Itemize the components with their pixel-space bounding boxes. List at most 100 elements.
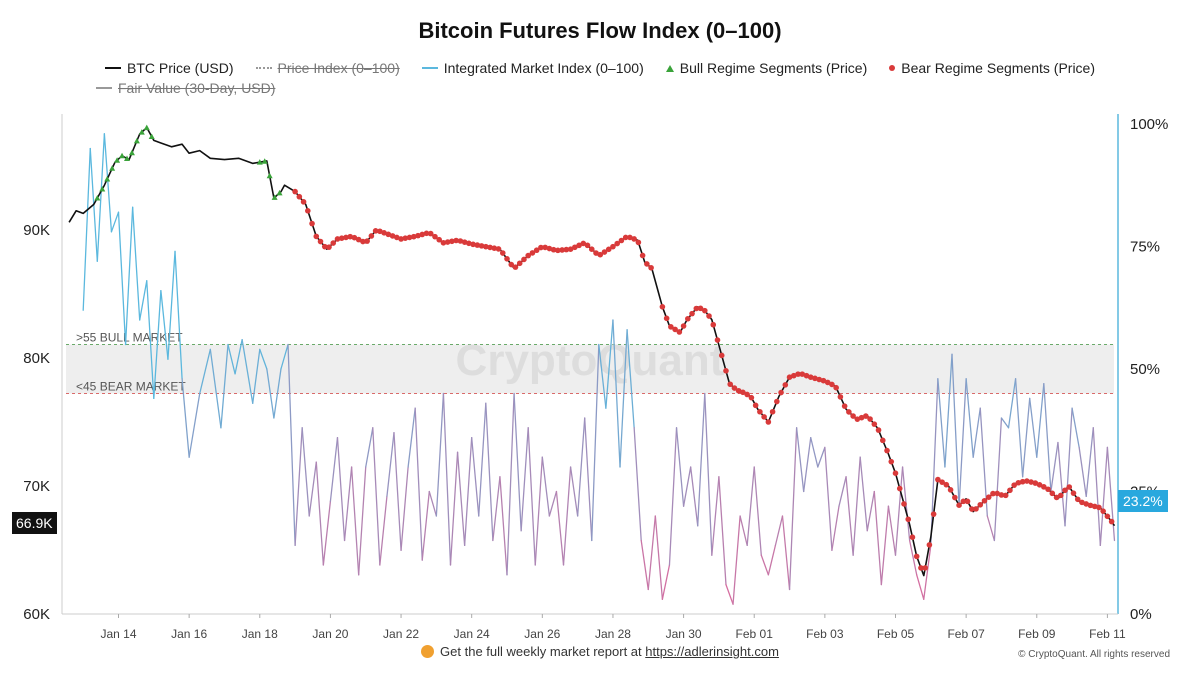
legend-item-0[interactable]: BTC Price (USD) xyxy=(104,60,234,76)
footer-link[interactable]: https://adlerinsight.com xyxy=(645,644,779,659)
bear-regime-marker xyxy=(457,238,464,244)
index-line-segment xyxy=(153,289,162,400)
bear-regime-marker xyxy=(689,310,695,317)
right-tick-label: 50% xyxy=(1130,361,1160,378)
index-line-segment xyxy=(640,539,649,591)
bear-regime-marker xyxy=(555,247,561,254)
bear-regime-marker xyxy=(330,240,337,246)
index-line-segment xyxy=(654,515,664,600)
bear-regime-marker xyxy=(727,381,734,388)
x-tick-label: Feb 07 xyxy=(947,627,985,641)
bear-regime-marker xyxy=(1100,508,1106,514)
index-line-segment xyxy=(428,490,438,517)
bull-regime-marker xyxy=(123,155,130,161)
bear-regime-marker xyxy=(1028,479,1034,485)
x-tick-label: Jan 16 xyxy=(171,627,207,641)
index-line-segment xyxy=(555,490,565,566)
bear-regime-marker xyxy=(631,236,637,242)
bear-regime-marker xyxy=(748,394,755,401)
index-line-segment xyxy=(117,211,127,346)
bear-regime-marker xyxy=(605,246,612,253)
index-line-segment xyxy=(605,319,614,409)
index-line-segment xyxy=(859,456,868,532)
bear-regime-marker xyxy=(680,323,687,329)
index-line-segment xyxy=(894,466,904,556)
bear-regime-marker xyxy=(635,239,642,246)
bear-regime-marker xyxy=(499,250,506,256)
x-tick-label: Jan 20 xyxy=(312,627,348,641)
bear-regime-marker xyxy=(622,234,629,241)
index-line-segment xyxy=(1064,407,1073,527)
bear-regime-marker xyxy=(1049,490,1056,497)
index-line-segment xyxy=(234,338,243,375)
bear-regime-marker xyxy=(305,208,311,214)
x-tick-label: Feb 05 xyxy=(877,627,915,641)
bear-regime-marker xyxy=(1083,501,1090,507)
coin-icon xyxy=(421,645,435,658)
bear-regime-marker xyxy=(752,402,759,409)
bull-regime-marker xyxy=(276,189,283,196)
index-line-segment xyxy=(110,211,120,233)
bear-regime-marker xyxy=(884,447,890,454)
index-line-segment xyxy=(852,456,861,556)
index-line-segment xyxy=(781,515,791,591)
bear-regime-marker xyxy=(321,243,328,250)
bear-regime-marker xyxy=(998,492,1005,498)
index-line-segment xyxy=(930,378,939,547)
index-line-segment xyxy=(682,466,692,507)
bear-regime-marker xyxy=(1002,492,1009,499)
bear-regime-marker xyxy=(977,501,984,508)
bear-regime-marker xyxy=(871,421,878,427)
index-line-segment xyxy=(520,427,529,532)
bear-regime-marker xyxy=(377,228,383,235)
index-line-segment xyxy=(259,348,268,370)
bear-regime-marker xyxy=(576,242,582,249)
bear-regime-marker xyxy=(529,250,536,256)
index-line-segment xyxy=(414,407,423,561)
bear-regime-marker xyxy=(714,337,721,343)
index-line-segment xyxy=(541,456,551,517)
bear-regime-marker xyxy=(542,244,548,251)
legend-item-1[interactable]: Price Index (0–100) xyxy=(255,60,400,76)
bull-regime-marker xyxy=(119,152,126,159)
bear-regime-marker xyxy=(1066,484,1073,490)
bear-regime-marker xyxy=(415,232,421,239)
bear-regime-marker xyxy=(926,542,933,548)
bear-regime-marker xyxy=(648,264,654,271)
bull-regime-marker xyxy=(271,194,278,200)
bear-regime-marker xyxy=(474,242,481,248)
index-line-segment xyxy=(463,436,473,547)
bear-regime-marker xyxy=(521,256,527,263)
bear-regime-marker xyxy=(402,235,409,241)
left-tick-label: 60K xyxy=(23,606,50,623)
bear-regime-marker xyxy=(858,414,865,421)
bear-regime-marker xyxy=(436,236,442,243)
bear-regime-marker xyxy=(313,233,320,240)
index-line-segment xyxy=(993,417,1003,542)
index-line-segment xyxy=(1043,383,1052,493)
legend-item-2[interactable]: Integrated Market Index (0–100) xyxy=(421,60,644,76)
index-line-segment xyxy=(1007,378,1017,429)
index-line-segment xyxy=(548,490,558,517)
bear-regime-marker xyxy=(508,261,515,268)
bear-regime-marker xyxy=(639,252,646,259)
index-line-segment xyxy=(1099,446,1109,547)
index-line-segment xyxy=(916,574,925,600)
index-line-segment xyxy=(647,515,656,591)
left-tick-label: 80K xyxy=(23,350,50,367)
index-line-segment xyxy=(513,392,522,532)
bear-regime-marker xyxy=(546,245,553,252)
bear-regime-marker xyxy=(735,387,742,394)
index-line-segment xyxy=(1092,427,1101,547)
legend-item-4[interactable]: Bear Regime Segments (Price) xyxy=(889,60,1095,76)
legend-item-3[interactable]: Bull Regime Segments (Price) xyxy=(665,60,867,76)
bear-regime-marker xyxy=(567,246,574,252)
bull-regime-marker xyxy=(261,158,268,164)
bear-regime-marker xyxy=(1108,518,1115,525)
index-line-segment xyxy=(407,407,416,468)
bear-regime-marker xyxy=(627,234,633,241)
left-tick-label: 90K xyxy=(23,222,50,239)
legend-item-5[interactable]: Fair Value (30-Day, USD) xyxy=(96,80,275,96)
bear-regime-marker xyxy=(1041,484,1047,490)
index-line-segment xyxy=(350,466,360,576)
